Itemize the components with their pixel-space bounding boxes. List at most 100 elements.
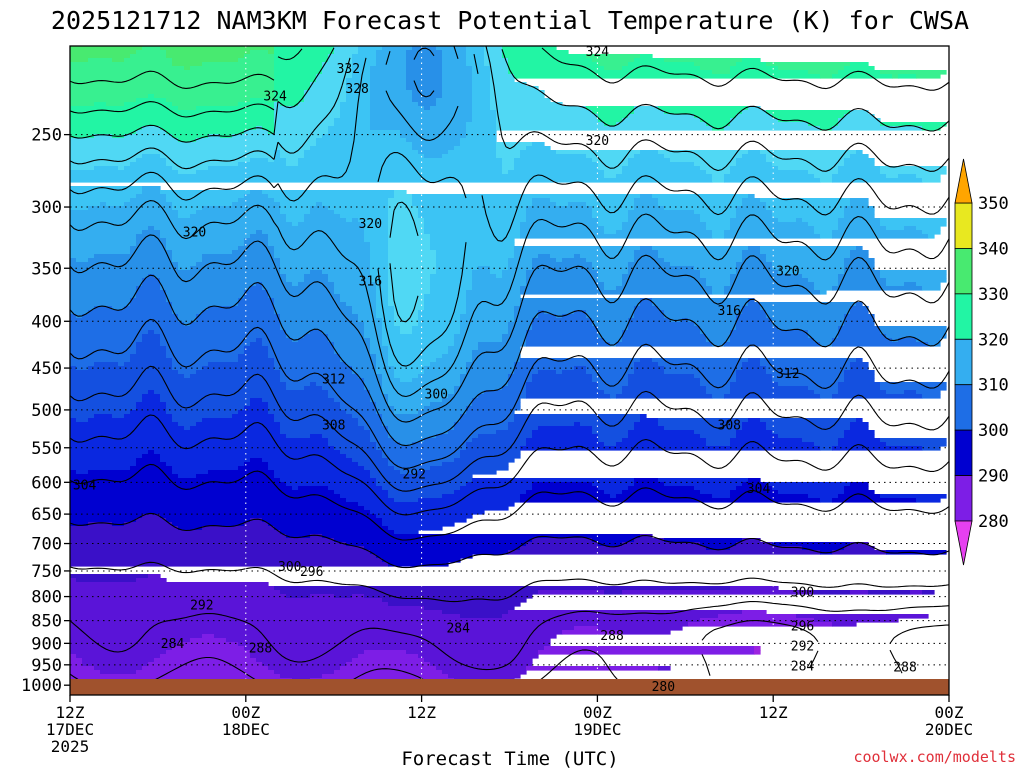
contour-fill-cell bbox=[490, 106, 587, 111]
contour-fill-cell bbox=[508, 326, 533, 331]
contour-fill-cell bbox=[712, 174, 725, 179]
contour-fill-cell bbox=[274, 70, 323, 75]
contour-fill-cell bbox=[694, 62, 737, 67]
contour-fill-cell bbox=[538, 590, 605, 595]
contour-fill-cell bbox=[286, 158, 299, 163]
contour-fill-cell bbox=[436, 98, 473, 103]
contour-fill-cell bbox=[70, 438, 329, 443]
contour-fill-cell bbox=[118, 166, 125, 171]
contour-fill-cell bbox=[586, 106, 635, 111]
contour-fill-cell bbox=[640, 418, 659, 423]
contour-fill-cell bbox=[286, 214, 305, 219]
contour-fill-cell bbox=[838, 494, 881, 499]
contour-fill-cell bbox=[70, 138, 179, 143]
contour-fill-cell bbox=[466, 442, 527, 447]
contour-fill-cell bbox=[502, 162, 515, 167]
contour-fill-cell bbox=[490, 86, 539, 91]
contour-fill-cell bbox=[436, 266, 479, 271]
contour-fill-cell bbox=[196, 106, 275, 111]
contour-fill-cell bbox=[286, 278, 305, 283]
contour-fill-cell bbox=[70, 442, 329, 447]
contour-fill-cell bbox=[148, 662, 263, 667]
contour-fill-cell bbox=[172, 362, 209, 367]
contour-fill-cell bbox=[274, 362, 347, 367]
contour-fill-cell bbox=[388, 526, 443, 531]
contour-fill-cell bbox=[94, 102, 107, 107]
contour-fill-cell bbox=[328, 438, 371, 443]
contour-fill-cell bbox=[178, 318, 197, 323]
contour-fill-cell bbox=[70, 210, 179, 215]
colorbar-label: 300 bbox=[978, 421, 1009, 441]
contour-fill-cell bbox=[160, 398, 251, 403]
contour-fill-cell bbox=[688, 318, 737, 323]
contour-fill-cell bbox=[898, 174, 917, 179]
contour-fill-cell bbox=[460, 322, 509, 327]
x-tick-label: 12Z bbox=[407, 703, 436, 722]
contour-fill-cell bbox=[70, 618, 701, 623]
contour-fill-cell bbox=[736, 370, 767, 375]
contour-fill-cell bbox=[274, 66, 323, 71]
contour-fill-cell bbox=[376, 298, 389, 303]
contour-fill-cell bbox=[736, 326, 779, 331]
contour-fill-cell bbox=[808, 170, 839, 175]
contour-fill-cell bbox=[178, 474, 197, 479]
contour-fill-cell bbox=[364, 594, 533, 599]
contour-fill-cell bbox=[742, 538, 761, 543]
contour-fill-cell bbox=[244, 346, 269, 351]
contour-fill-cell bbox=[850, 482, 869, 487]
contour-fill-cell bbox=[274, 78, 317, 83]
contour-fill-cell bbox=[94, 166, 119, 171]
contour-fill-cell bbox=[238, 58, 275, 63]
contour-fill-cell bbox=[364, 466, 395, 471]
contour-fill-cell bbox=[370, 78, 407, 83]
contour-fill-cell bbox=[460, 314, 515, 319]
contour-fill-cell bbox=[274, 310, 353, 315]
contour-fill-cell bbox=[310, 534, 323, 539]
contour-fill-cell bbox=[454, 490, 527, 495]
contour-fill-cell bbox=[766, 62, 851, 67]
contour-fill-cell bbox=[412, 194, 641, 199]
contour-fill-cell bbox=[88, 522, 113, 527]
contour-fill-cell bbox=[748, 194, 755, 199]
contour-fill-cell bbox=[370, 338, 383, 343]
contour-fill-cell bbox=[820, 394, 833, 399]
contour-fill-cell bbox=[70, 642, 179, 647]
contour-fill-cell bbox=[178, 170, 197, 175]
contour-fill-cell bbox=[574, 626, 599, 631]
contour-fill-cell bbox=[334, 210, 389, 215]
contour-fill-cell bbox=[280, 206, 311, 211]
contour-fill-cell bbox=[442, 62, 467, 67]
colorbar-swatch bbox=[954, 202, 973, 249]
contour-fill-cell bbox=[760, 358, 857, 363]
contour-fill-cell bbox=[586, 310, 635, 315]
contour-label: 308 bbox=[322, 418, 345, 433]
contour-fill-cell bbox=[244, 194, 269, 199]
x-tick-label: 17DEC bbox=[46, 720, 94, 739]
plot-frame bbox=[69, 45, 950, 696]
contour-fill-cell bbox=[814, 226, 839, 231]
contour-fill-cell bbox=[322, 674, 449, 679]
contour-fill-cell bbox=[850, 250, 869, 255]
contour-fill-cell bbox=[616, 442, 707, 447]
contour-fill-cell bbox=[442, 66, 473, 71]
contour-fill-cell bbox=[70, 230, 143, 235]
contour-fill-cell bbox=[208, 362, 275, 367]
contour-fill-cell bbox=[196, 138, 317, 143]
contour-fill-cell bbox=[490, 78, 515, 83]
contour-fill-cell bbox=[184, 66, 191, 71]
contour-fill-cell bbox=[286, 334, 305, 339]
contour-fill-cell bbox=[694, 322, 737, 327]
contour-fill-cell bbox=[430, 242, 515, 247]
contour-fill-cell bbox=[364, 238, 389, 243]
contour-fill-cell bbox=[766, 426, 851, 431]
contour-fill-cell bbox=[70, 54, 131, 59]
contour-fill-cell bbox=[136, 158, 167, 163]
contour-fill-cell bbox=[244, 54, 275, 59]
contour-fill-cell bbox=[808, 330, 839, 335]
contour-fill-cell bbox=[766, 310, 851, 315]
contour-fill-cell bbox=[508, 378, 533, 383]
contour-fill-cell bbox=[370, 70, 407, 75]
contour-fill-cell bbox=[166, 518, 251, 523]
contour-fill-cell bbox=[880, 326, 947, 331]
